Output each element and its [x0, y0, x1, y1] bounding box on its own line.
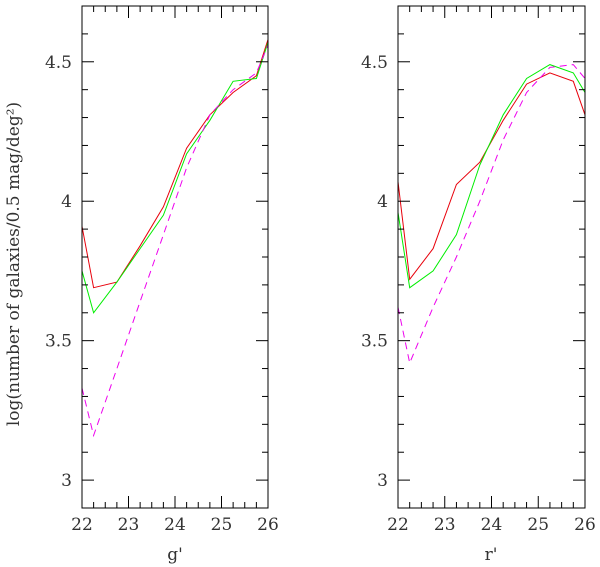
- r-band-x-tick-label: 22: [387, 515, 409, 535]
- g-band-series: [81, 39, 269, 438]
- g-band-series-line-2: [81, 42, 269, 314]
- g-band-y-tick-label: 3.5: [45, 332, 72, 352]
- g-band-x-tick-label: 23: [118, 515, 140, 535]
- r-band-panel: r' 22 23 24 25 26 3 3.5 4 4.5: [361, 5, 596, 565]
- g-band-x-tick-label: 26: [257, 515, 279, 535]
- r-band-series-line-3: [397, 64, 586, 365]
- g-band-panel: g' 22 23 24 25 26 3 3.5 4 4.5: [45, 5, 279, 565]
- g-band-series-line-1: [81, 39, 269, 289]
- g-band-y-tick-label: 3: [61, 471, 72, 491]
- y-axis-title: log(number of galaxies/0.5 mag/deg²): [4, 102, 24, 426]
- r-band-ticks: [397, 5, 586, 509]
- r-band-series-line-1: [397, 72, 586, 281]
- r-band-y-tick-label: 3: [377, 471, 388, 491]
- r-band-x-tick-label: 25: [527, 515, 549, 535]
- g-band-series-line-3: [81, 44, 269, 438]
- r-band-plot-frame: [397, 5, 586, 509]
- g-band-y-tick-label: 4: [61, 192, 72, 212]
- r-band-series-line-2: [397, 64, 586, 289]
- r-band-y-tick-label: 3.5: [361, 332, 388, 352]
- r-band-x-axis-title: r': [485, 545, 498, 565]
- g-band-plot-frame: [81, 5, 269, 509]
- r-band-x-tick-label: 23: [434, 515, 456, 535]
- r-band-x-tick-label: 24: [481, 515, 503, 535]
- r-band-y-tick-label: 4: [377, 192, 388, 212]
- r-band-x-tick-label: 26: [574, 515, 596, 535]
- g-band-ticks: [81, 5, 269, 509]
- g-band-x-axis-title: g': [167, 545, 183, 565]
- r-band-series: [397, 64, 586, 365]
- r-band-y-tick-label: 4.5: [361, 53, 388, 73]
- g-band-x-tick-label: 22: [71, 515, 93, 535]
- g-band-x-tick-label: 24: [164, 515, 186, 535]
- g-band-x-tick-label: 25: [211, 515, 233, 535]
- g-band-y-tick-label: 4.5: [45, 53, 72, 73]
